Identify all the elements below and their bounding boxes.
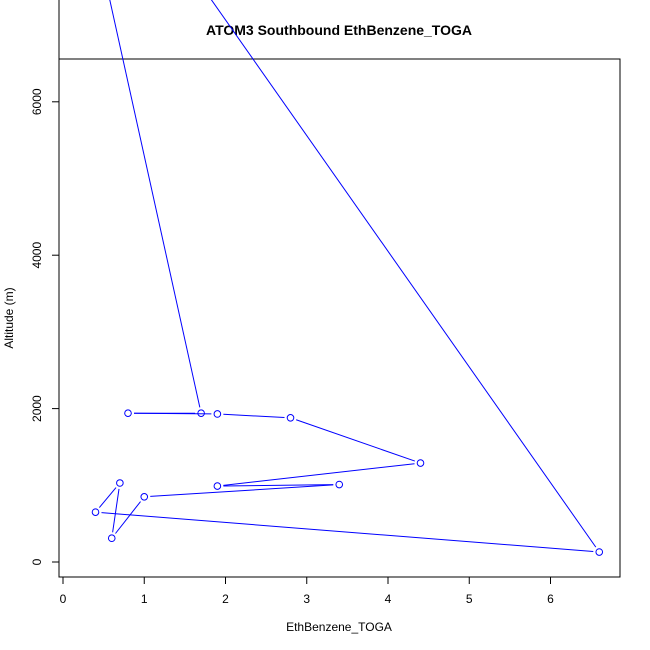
- data-point: [140, 493, 149, 501]
- data-point: [197, 409, 205, 418]
- data-point: [91, 508, 100, 516]
- x-axis: 0 1 2 3 4 5 6: [60, 576, 554, 606]
- x-tick-label: 6: [547, 592, 554, 606]
- y-tick-label: 6000: [30, 88, 44, 115]
- x-axis-label: EthBenzene_TOGA: [286, 620, 392, 634]
- x-tick-label: 5: [466, 592, 473, 606]
- x-tick-label: 4: [385, 592, 392, 606]
- series-line-segment: [296, 419, 415, 462]
- series-line-segment: [112, 488, 120, 533]
- y-tick-label: 0: [30, 558, 44, 565]
- series-line-segment: [210, 0, 597, 548]
- data-point: [107, 534, 116, 543]
- series-line-segment: [223, 463, 415, 486]
- data-series: [91, 0, 604, 556]
- x-tick-label: 3: [303, 592, 310, 606]
- y-tick-label: 4000: [30, 242, 44, 269]
- series-line-segment: [223, 484, 334, 487]
- y-axis: 020004000600080001000012000: [30, 0, 60, 565]
- data-point: [286, 414, 295, 422]
- series-line-segment: [133, 412, 212, 415]
- data-point: [213, 482, 222, 490]
- x-tick-label: 0: [60, 592, 67, 606]
- y-axis-label: Altitude (m): [2, 287, 16, 348]
- chart-title: ATOM3 Southbound EthBenzene_TOGA: [206, 22, 472, 38]
- data-point: [124, 409, 132, 418]
- data-point: [116, 479, 124, 487]
- data-point: [213, 410, 222, 418]
- data-point: [335, 480, 344, 489]
- series-line-segment: [109, 0, 201, 408]
- plot-area: [58, 58, 621, 578]
- series-line-segment: [98, 487, 117, 508]
- series-line-segment: [115, 501, 141, 534]
- series-line-segment: [150, 484, 334, 497]
- x-tick-label: 1: [141, 592, 148, 606]
- data-point: [416, 459, 425, 467]
- series-line-segment: [223, 413, 285, 418]
- series-line-segment: [101, 512, 594, 553]
- y-tick-label: 2000: [30, 395, 44, 422]
- data-point: [595, 548, 604, 556]
- x-tick-label: 2: [222, 592, 229, 606]
